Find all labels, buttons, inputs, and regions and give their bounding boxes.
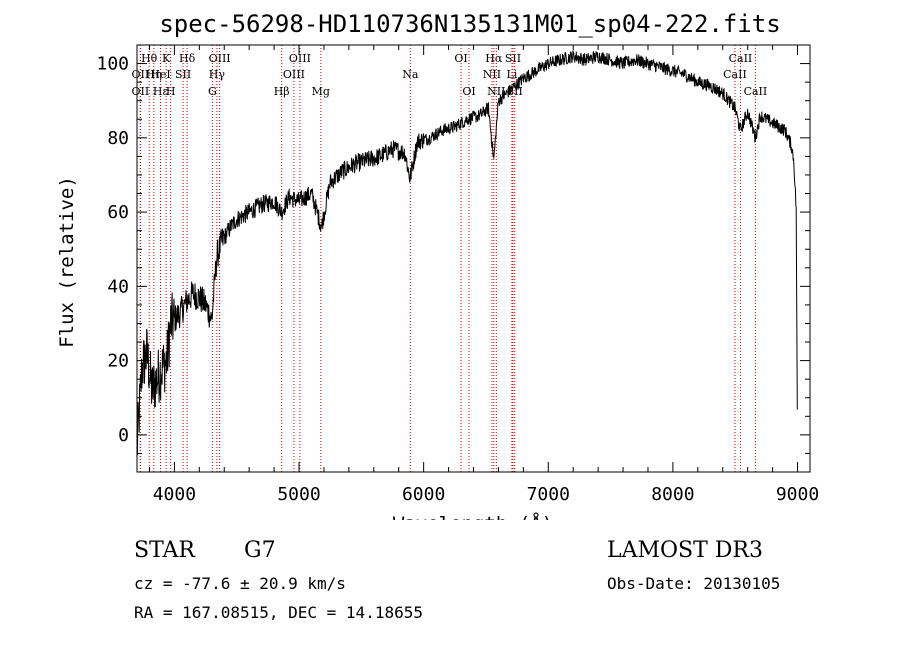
class-label: STAR: [134, 538, 195, 563]
line-marker-label: Hα: [485, 52, 503, 65]
y-tick-label: 60: [107, 202, 129, 223]
flux-series-line: [136, 50, 798, 456]
line-marker-label: CaII: [723, 68, 747, 81]
line-marker-label: OIII: [209, 52, 231, 65]
line-marker-label: Hδ: [179, 52, 196, 65]
line-marker-label: OI: [454, 52, 467, 65]
line-marker-label: SII: [505, 52, 521, 65]
line-marker-label: CaII: [729, 52, 753, 65]
x-tick-label: 4000: [153, 484, 196, 505]
chart-title: spec-56298-HD110736N135131M01_sp04-222.f…: [159, 10, 780, 38]
obs-date-readout: Obs-Date: 20130105: [607, 574, 781, 593]
line-marker-label: Hγ: [209, 68, 226, 81]
coordinates-readout: RA = 167.08515, DEC = 14.18655: [134, 603, 423, 622]
x-tick-label: 6000: [402, 484, 445, 505]
line-marker-label: Hε: [153, 85, 169, 98]
x-axis-label: Wavelength (Å): [393, 512, 553, 520]
line-marker-label: Hθ: [141, 52, 158, 65]
subclass-label: G7: [244, 538, 276, 563]
survey-label: LAMOST DR3: [607, 538, 763, 563]
line-marker-label: K: [162, 52, 171, 65]
x-tick-label: 8000: [651, 484, 694, 505]
x-tick-label: 5000: [277, 484, 320, 505]
line-marker-label: Hη: [146, 68, 162, 81]
line-marker-label: CaII: [744, 85, 768, 98]
line-marker-label: G: [208, 85, 217, 98]
line-marker-label: Mg: [312, 85, 330, 98]
x-tick-label: 9000: [776, 484, 819, 505]
line-marker-label: NII: [483, 68, 501, 81]
y-tick-label: 80: [107, 128, 129, 149]
spectrum-chart: spec-56298-HD110736N135131M01_sp04-222.f…: [56, 10, 819, 520]
plot-frame: [136, 44, 811, 473]
line-marker-label: OIII: [283, 68, 305, 81]
x-tick-label: 7000: [527, 484, 570, 505]
line-marker-label: HeI: [150, 68, 170, 81]
line-marker-label: OII: [132, 68, 150, 81]
line-marker-label: Hβ: [274, 85, 290, 98]
line-marker-label: H: [166, 85, 176, 98]
line-marker-label: OI: [462, 85, 475, 98]
line-marker-label: OIII: [289, 52, 311, 65]
redshift-readout: cz = -77.6 ± 20.9 km/s: [134, 574, 346, 593]
y-tick-label: 20: [107, 351, 129, 372]
axes: 4000 5000 6000 7000 8000 9000 0 20 40 60 80 100: [96, 44, 819, 505]
line-marker-label: SII: [175, 68, 191, 81]
y-axis-label: Flux (relative): [56, 176, 78, 348]
line-marker-label: OII: [132, 85, 150, 98]
y-tick-label: 100: [96, 54, 129, 75]
line-marker-label: Li: [506, 68, 517, 81]
y-tick-label: 40: [107, 276, 129, 297]
line-marker-label: Na: [402, 68, 419, 81]
y-tick-label: 0: [118, 425, 129, 446]
